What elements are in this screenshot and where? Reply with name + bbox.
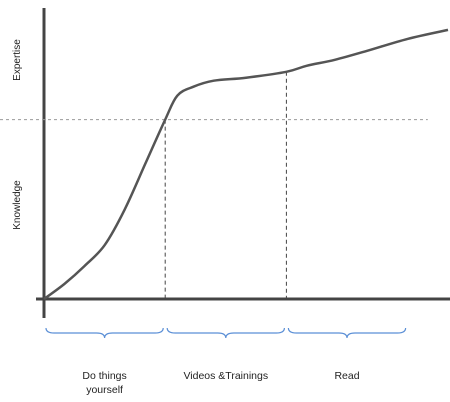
phase-label-3: Read (334, 370, 359, 382)
phase-brace-3 (288, 328, 405, 338)
phase-label-line: yourself (86, 384, 123, 396)
learning-curve-line (44, 30, 448, 299)
phase-label-line: Videos &Trainings (183, 370, 268, 382)
phase-label-line: Do things (82, 370, 126, 382)
phase-brace-2 (167, 328, 284, 338)
phase-brace-1 (46, 328, 163, 338)
y-label-lower: Knowledge (12, 180, 23, 230)
phase-braces (46, 328, 406, 338)
y-label-upper: Expertise (12, 39, 23, 81)
phase-label-1: Do things yourself (82, 370, 126, 396)
phase-label-2: Videos &Trainings (183, 370, 268, 382)
phase-labels: Do things yourself Videos &Trainings Read (82, 370, 359, 396)
phase-dividers (165, 72, 286, 299)
phase-label-line: Read (334, 370, 359, 382)
